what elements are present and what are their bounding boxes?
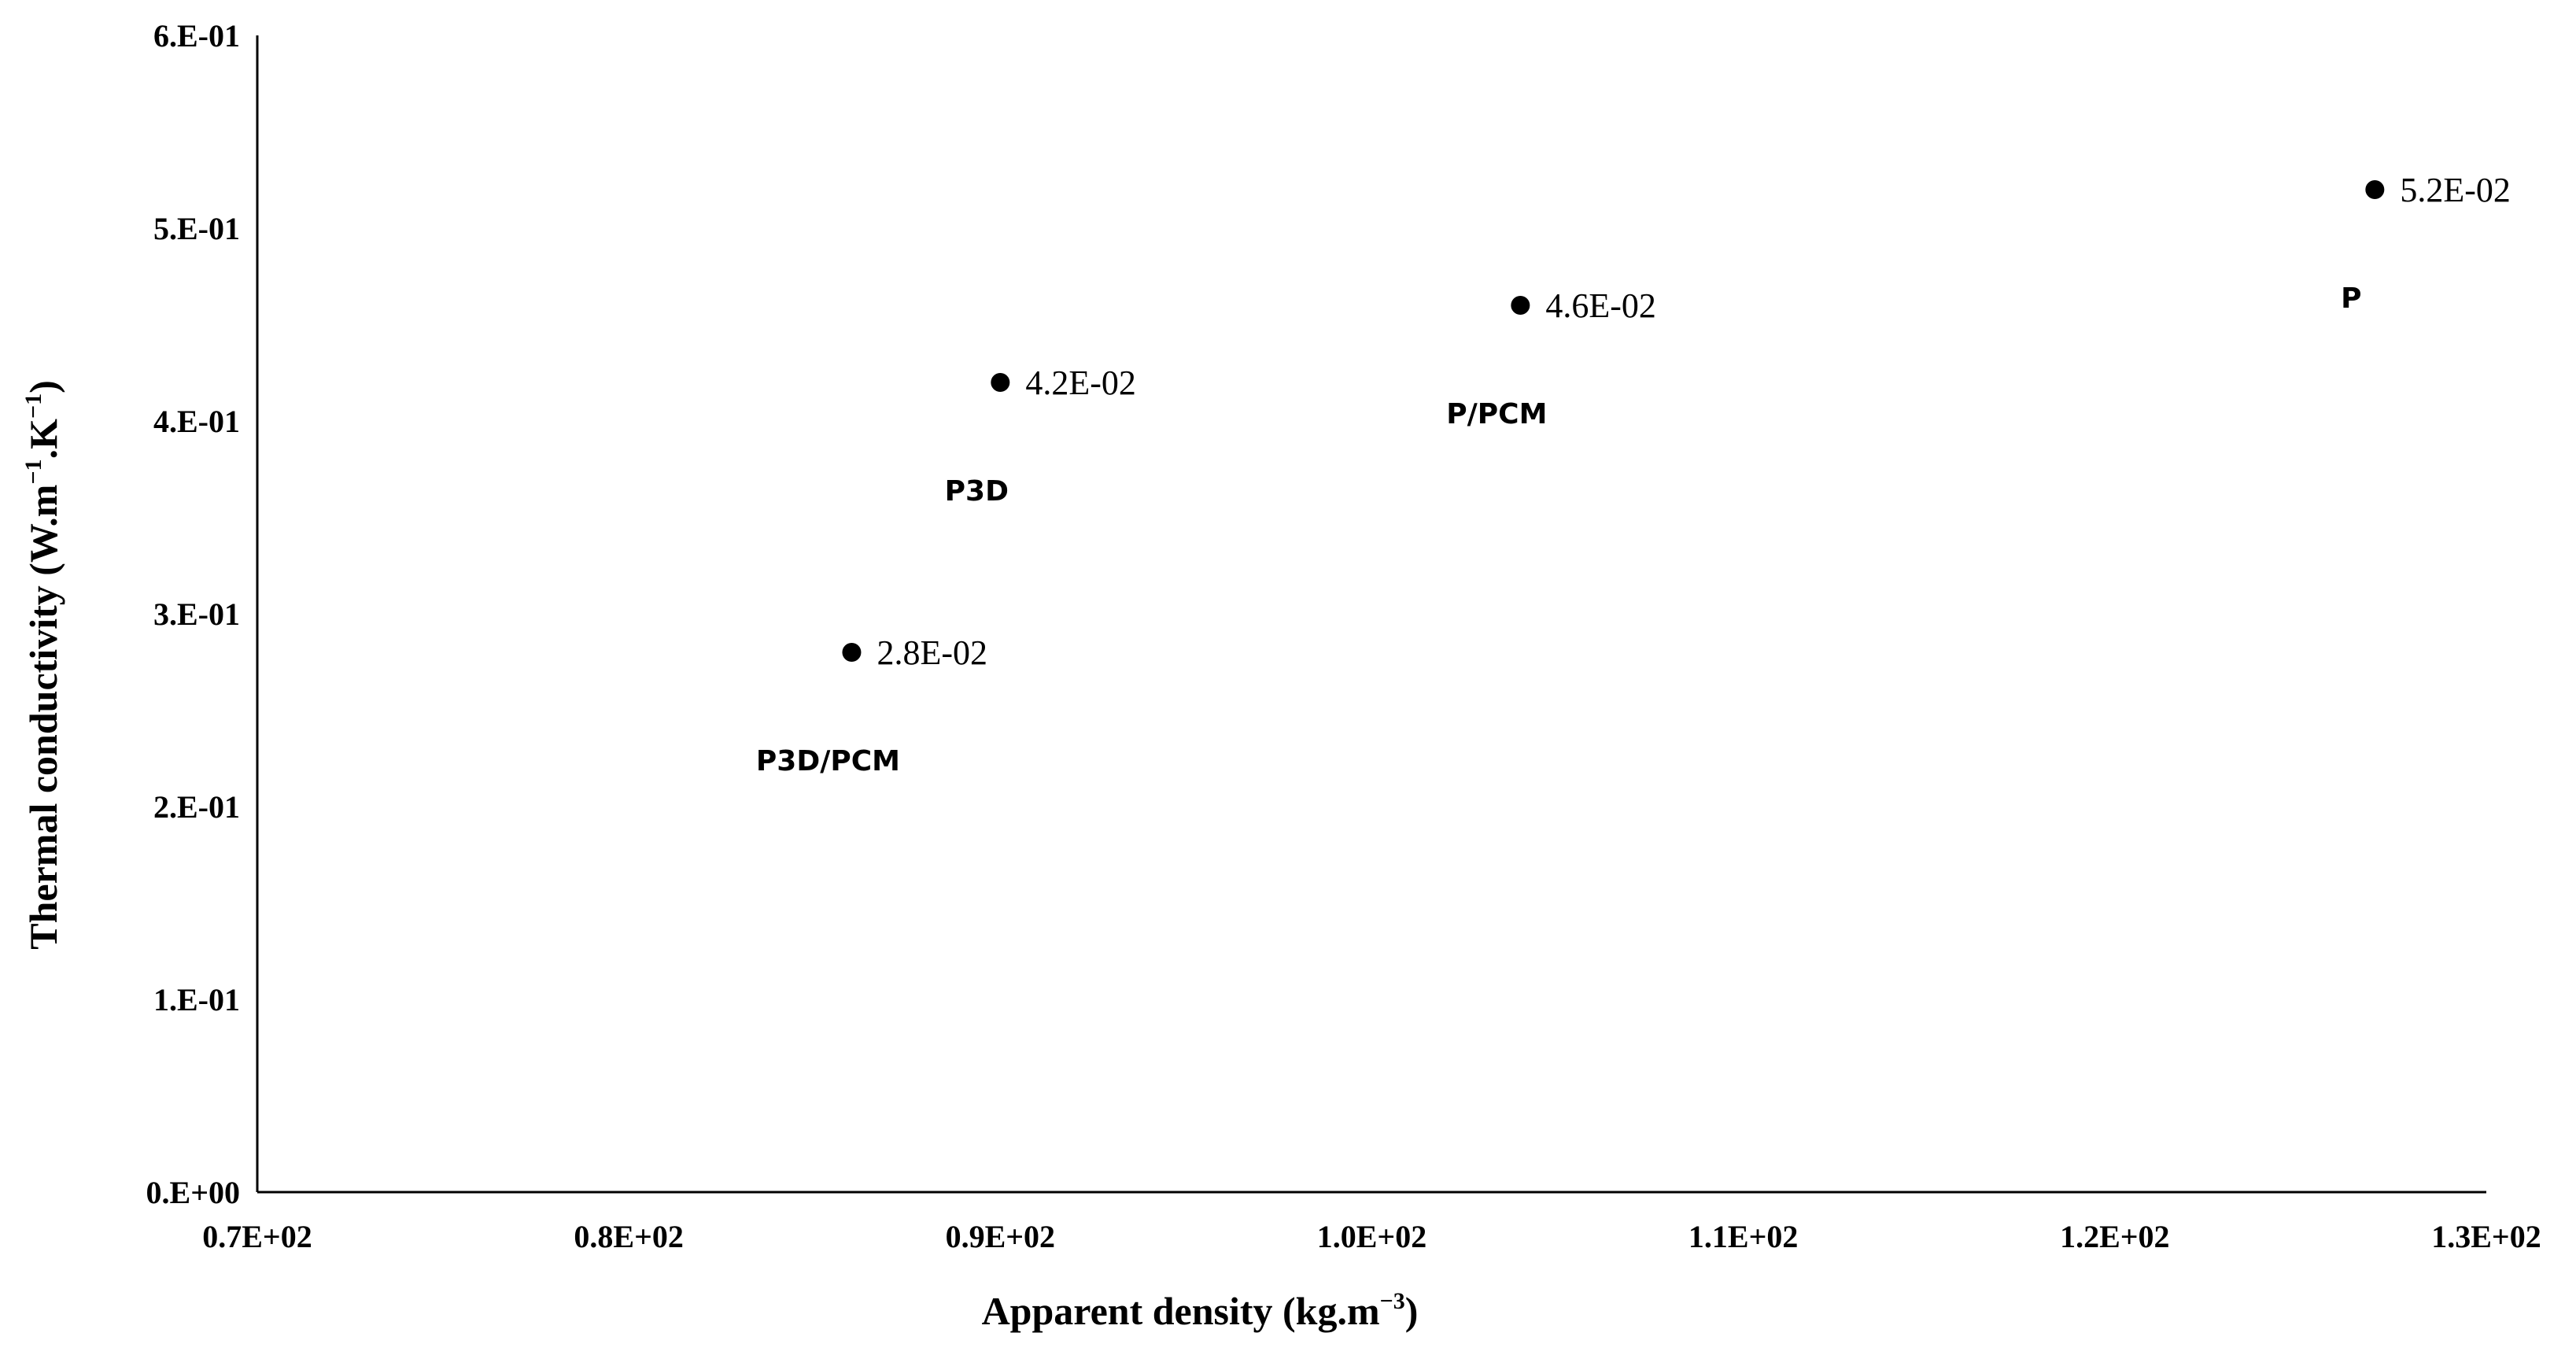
y-tick-label: 1.E-01 [153,982,240,1017]
data-point-marker [2365,180,2385,199]
data-point-marker [1511,296,1530,315]
x-tick-label: 1.2E+02 [2060,1219,2169,1254]
y-axis-title: Thermal conductivity (W.m−1.K−1) [20,380,65,949]
data-point-name-label: P3D [945,475,1009,508]
x-tick-label: 1.1E+02 [1688,1219,1798,1254]
x-axis-ticks: 0.7E+02 0.8E+02 0.9E+02 1.0E+02 1.1E+02 1.2E+… [202,1219,2541,1254]
y-tick-label: 5.E-01 [153,211,240,246]
data-point-value-label: 2.8E-02 [877,633,987,672]
data-points: 2.8E-02 P3D/PCM 4.2E-02 P3D 4.6E-02 P/PCM 5.2E… [756,171,2511,777]
data-point-name-label: P [2341,282,2361,315]
y-tick-label: 0.E+00 [146,1175,240,1210]
data-point-value-label: 4.2E-02 [1025,364,1136,402]
x-axis-title: Apparent density (kg.m−3) [982,1288,1419,1333]
x-tick-label: 1.0E+02 [1317,1219,1426,1254]
y-tick-label: 6.E-01 [153,18,240,54]
axes [256,35,2486,1194]
y-axis-ticks: 0.E+00 1.E-01 2.E-01 3.E-01 4.E-01 5.E-01 6.E-… [146,18,240,1210]
x-tick-label: 0.9E+02 [946,1219,1055,1254]
y-tick-label: 3.E-01 [153,596,240,632]
y-tick-label: 2.E-01 [153,789,240,825]
x-tick-label: 0.8E+02 [574,1219,683,1254]
data-point-name-label: P/PCM [1446,398,1547,430]
data-point-name-label: P3D/PCM [756,745,900,777]
data-point-value-label: 5.2E-02 [2400,171,2511,209]
data-point-value-label: 4.6E-02 [1545,286,1656,325]
data-point-marker [991,373,1010,392]
data-point-marker [842,643,862,662]
y-tick-label: 4.E-01 [153,404,240,439]
x-tick-label: 0.7E+02 [202,1219,312,1254]
x-tick-label: 1.3E+02 [2431,1219,2541,1254]
